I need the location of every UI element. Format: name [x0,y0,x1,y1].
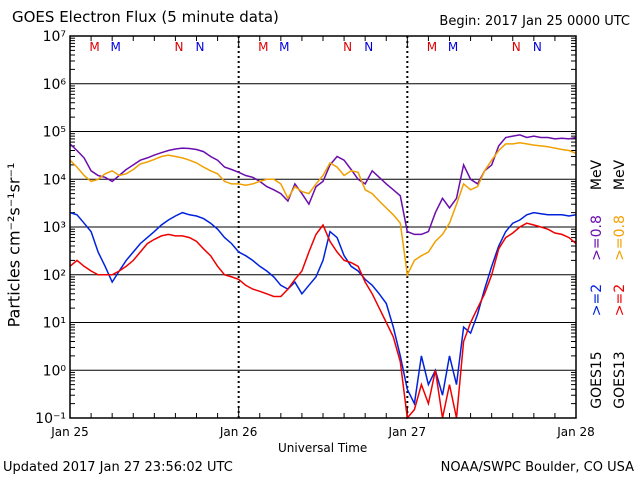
local-time-marker: M [258,40,268,54]
legend-ge08-goes13: >=0.8 [612,215,628,261]
local-time-marker: N [512,40,521,54]
local-time-marker: N [174,40,183,54]
plot-frame [69,35,577,419]
local-time-marker: M [279,40,289,54]
y-tick-label: 10⁶ [43,77,67,93]
updated-timestamp: Updated 2017 Jan 27 23:56:02 UTC [3,460,233,475]
x-tick-label: Jan 27 [388,425,427,439]
series-line-1 [69,142,577,278]
legend-goes15: GOES15 [589,351,605,409]
legend-ge08-goes15: >=0.8 [589,215,605,261]
y-tick-label: 10³ [43,220,66,236]
legend-mev-goes15: MeV [589,159,605,191]
x-tick-label: Jan 25 [50,425,89,439]
y-tick-label: 10⁷ [43,29,66,45]
series-line-0 [69,134,577,236]
chart-title: GOES Electron Flux (5 minute data) [12,8,279,26]
local-time-marker: M [89,40,99,54]
legend-ge2-goes15: >=2 [589,283,605,317]
local-time-marker: M [111,40,121,54]
x-tick-label: Jan 26 [219,425,258,439]
local-time-marker: M [427,40,437,54]
series-line-3 [69,222,577,420]
y-tick-label: 10⁵ [43,125,66,141]
local-time-marker: N [343,40,352,54]
legend-goes13: GOES13 [612,351,628,409]
local-time-marker: N [196,40,205,54]
legend-mev-goes13: MeV [612,159,628,191]
y-tick-label: 10⁰ [43,363,67,379]
y-tick-label: 10⁴ [43,172,67,188]
x-axis-title: Universal Time [278,441,368,455]
legend-ge2-goes13: >=2 [612,283,628,317]
x-tick-label: Jan 28 [556,425,595,439]
data-source: NOAA/SWPC Boulder, CO USA [440,460,634,475]
y-tick-label: 10⁻¹ [35,411,66,427]
y-tick-label: 10¹ [43,316,66,332]
y-tick-label: 10² [43,268,66,284]
series-line-2 [69,211,577,407]
begin-time: Begin: 2017 Jan 25 0000 UTC [439,14,630,29]
local-time-marker: N [364,40,373,54]
local-time-marker: N [533,40,542,54]
local-time-marker: M [448,40,458,54]
